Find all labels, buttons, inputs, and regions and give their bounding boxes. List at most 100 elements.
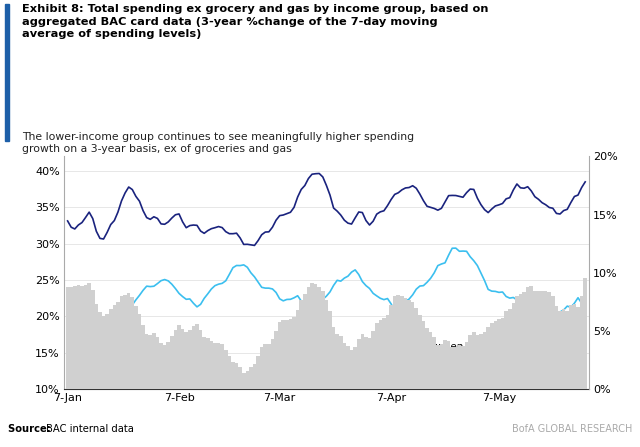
Bar — [544, 291, 547, 389]
Bar — [275, 331, 278, 389]
Bar — [335, 333, 339, 389]
Bar — [526, 287, 529, 389]
Bar — [289, 319, 292, 389]
Bar — [188, 330, 191, 389]
Bar — [120, 296, 124, 389]
Bar — [184, 332, 188, 389]
Bar — [565, 312, 569, 389]
Bar — [511, 303, 515, 389]
Bar — [332, 327, 335, 389]
Bar — [407, 299, 411, 389]
Bar — [404, 298, 407, 389]
Bar — [386, 315, 389, 389]
Bar — [346, 346, 350, 389]
Bar — [415, 308, 418, 389]
Bar — [148, 335, 152, 389]
Bar — [490, 323, 493, 389]
Bar — [88, 283, 91, 389]
Bar — [113, 305, 116, 389]
Bar — [191, 326, 195, 389]
Bar — [540, 291, 544, 389]
Bar — [529, 287, 533, 389]
Bar — [444, 340, 447, 389]
Bar — [95, 304, 98, 389]
Bar — [177, 325, 181, 389]
Bar — [141, 325, 145, 389]
Bar — [397, 295, 400, 389]
Bar — [371, 331, 375, 389]
Bar — [98, 312, 102, 389]
Bar — [472, 332, 476, 389]
Bar — [102, 316, 106, 389]
Bar — [116, 302, 120, 389]
Bar — [493, 320, 497, 389]
Bar — [368, 338, 371, 389]
Bar — [533, 291, 537, 389]
Bar — [483, 332, 486, 389]
Bar — [389, 305, 393, 389]
Bar — [217, 343, 220, 389]
Bar — [127, 293, 131, 389]
Bar — [558, 311, 562, 389]
Bar — [411, 302, 415, 389]
Bar — [465, 342, 468, 389]
Bar — [454, 347, 458, 389]
Bar — [84, 285, 88, 389]
Bar — [310, 283, 314, 389]
Bar — [242, 372, 246, 389]
Bar — [156, 337, 159, 389]
Bar — [199, 330, 202, 389]
Bar — [400, 296, 404, 389]
Bar — [152, 333, 156, 389]
Bar — [278, 322, 282, 389]
Bar — [375, 324, 378, 389]
Bar — [350, 350, 353, 389]
Bar — [264, 344, 267, 389]
Bar — [551, 296, 555, 389]
Bar — [479, 334, 483, 389]
Bar — [500, 318, 504, 389]
Bar — [238, 367, 242, 389]
Bar — [109, 308, 113, 389]
Bar — [209, 341, 213, 389]
Bar — [461, 346, 465, 389]
Bar — [569, 305, 573, 389]
Bar — [213, 342, 217, 389]
Bar — [246, 371, 249, 389]
Bar — [433, 337, 436, 389]
Text: Source:: Source: — [8, 425, 54, 434]
Bar — [271, 339, 275, 389]
Bar — [159, 343, 163, 389]
Text: BAC internal data: BAC internal data — [46, 425, 134, 434]
Bar — [260, 347, 264, 389]
Bar — [292, 316, 296, 389]
Bar — [324, 300, 328, 389]
Bar — [342, 342, 346, 389]
Bar — [145, 334, 148, 389]
Bar — [518, 294, 522, 389]
Bar — [195, 324, 199, 389]
Bar — [555, 306, 558, 389]
Bar — [321, 291, 324, 389]
Bar — [440, 344, 444, 389]
Bar — [328, 312, 332, 389]
Bar — [353, 347, 357, 389]
Bar — [303, 294, 307, 389]
Bar — [77, 285, 80, 389]
Bar — [66, 287, 69, 389]
Bar — [166, 342, 170, 389]
Bar — [69, 287, 73, 389]
Bar — [231, 362, 235, 389]
Bar — [576, 307, 580, 389]
Bar — [181, 329, 184, 389]
Bar — [504, 311, 508, 389]
Bar — [468, 335, 472, 389]
Bar — [317, 287, 321, 389]
Bar — [131, 297, 134, 389]
Bar — [537, 291, 540, 389]
Bar — [314, 284, 317, 389]
Text: The lower-income group continues to see meaningfully higher spending
growth on a: The lower-income group continues to see … — [22, 132, 415, 154]
Bar — [206, 338, 209, 389]
Bar — [584, 278, 587, 389]
Bar — [267, 344, 271, 389]
